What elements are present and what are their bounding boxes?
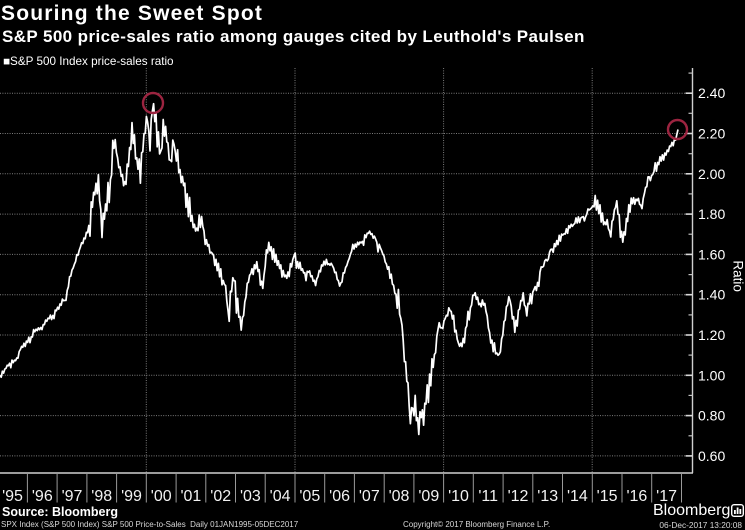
svg-text:'08: '08 bbox=[389, 488, 410, 505]
svg-text:'09: '09 bbox=[418, 488, 439, 505]
svg-text:'13: '13 bbox=[537, 488, 558, 505]
svg-text:'04: '04 bbox=[270, 488, 291, 505]
svg-text:'15: '15 bbox=[597, 488, 618, 505]
svg-text:0.60: 0.60 bbox=[698, 448, 725, 464]
svg-text:2.20: 2.20 bbox=[698, 126, 725, 142]
svg-text:'98: '98 bbox=[91, 488, 112, 505]
svg-text:'96: '96 bbox=[32, 488, 53, 505]
svg-text:1.80: 1.80 bbox=[698, 206, 725, 222]
svg-text:'11: '11 bbox=[478, 488, 498, 505]
svg-text:'97: '97 bbox=[62, 488, 83, 505]
svg-text:1.60: 1.60 bbox=[698, 246, 725, 262]
svg-text:'02: '02 bbox=[210, 488, 231, 505]
svg-text:'07: '07 bbox=[359, 488, 380, 505]
svg-text:'03: '03 bbox=[240, 488, 261, 505]
svg-text:'10: '10 bbox=[448, 488, 469, 505]
svg-text:'95: '95 bbox=[2, 488, 23, 505]
svg-text:0.80: 0.80 bbox=[698, 408, 725, 424]
svg-text:Ratio: Ratio bbox=[731, 260, 745, 292]
svg-text:'00: '00 bbox=[151, 488, 172, 505]
svg-text:2.00: 2.00 bbox=[698, 166, 725, 182]
svg-text:1.00: 1.00 bbox=[698, 367, 725, 383]
svg-text:'05: '05 bbox=[299, 488, 320, 505]
svg-text:'14: '14 bbox=[567, 488, 588, 505]
svg-text:'06: '06 bbox=[329, 488, 350, 505]
svg-text:'12: '12 bbox=[508, 488, 529, 505]
svg-text:2.40: 2.40 bbox=[698, 85, 725, 101]
svg-text:1.20: 1.20 bbox=[698, 327, 725, 343]
svg-text:'01: '01 bbox=[180, 488, 201, 505]
svg-text:'16: '16 bbox=[626, 488, 647, 505]
svg-text:1.40: 1.40 bbox=[698, 287, 725, 303]
svg-text:'99: '99 bbox=[121, 488, 142, 505]
